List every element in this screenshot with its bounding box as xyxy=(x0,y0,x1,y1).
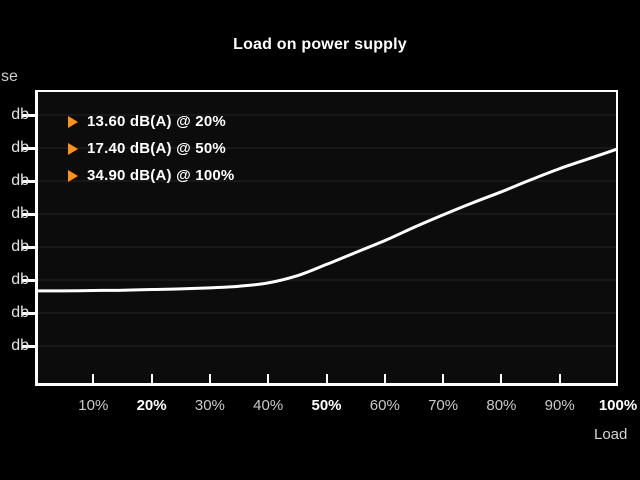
noise-curve-path xyxy=(35,147,618,293)
x-tick-label: 20% xyxy=(136,397,167,414)
x-tick-label: 60% xyxy=(369,397,400,414)
gridline xyxy=(35,246,618,249)
y-axis-title: se xyxy=(1,68,18,85)
plot-border-top xyxy=(35,90,618,92)
y-tick-label: db xyxy=(11,238,29,256)
x-tick-label: 100% xyxy=(598,397,638,414)
legend-item: 34.90 dB(A) @ 100% xyxy=(68,162,234,189)
y-tick-mark xyxy=(22,311,35,315)
chart-title: Load on power supply xyxy=(233,36,407,53)
noise-curve xyxy=(35,147,618,293)
y-tick-mark xyxy=(22,179,35,183)
x-tick-label: 90% xyxy=(544,397,575,414)
gridline xyxy=(35,345,618,348)
legend-item: 17.40 dB(A) @ 50% xyxy=(68,135,234,162)
y-tick-label: db xyxy=(11,139,29,157)
y-tick-mark xyxy=(22,344,35,348)
gridline xyxy=(35,279,618,282)
x-tick-mark xyxy=(442,374,445,386)
x-tick-mark xyxy=(325,374,328,386)
x-tick-mark xyxy=(558,374,561,386)
y-tick-mark xyxy=(22,113,35,117)
right-triangle-icon xyxy=(68,169,78,182)
y-tick-label: db xyxy=(11,337,29,355)
plot-area: 13.60 dB(A) @ 20% 17.40 dB(A) @ 50% 34.90 … xyxy=(35,90,618,386)
gridline xyxy=(35,213,618,216)
x-tick-label: 10% xyxy=(78,397,109,414)
legend: 13.60 dB(A) @ 20% 17.40 dB(A) @ 50% 34.90 … xyxy=(68,108,234,189)
plot-border-left xyxy=(35,90,38,386)
legend-label: 34.90 dB(A) @ 100% xyxy=(87,167,235,184)
x-tick-mark xyxy=(500,374,503,386)
y-tick-label: db xyxy=(11,106,29,124)
plot-border-bottom xyxy=(35,383,618,386)
right-triangle-icon xyxy=(68,115,78,128)
y-tick-mark xyxy=(22,278,35,282)
gridline xyxy=(35,114,618,117)
y-tick-label: db xyxy=(11,205,29,223)
x-axis-title: Load xyxy=(594,426,628,443)
legend-item: 13.60 dB(A) @ 20% xyxy=(68,108,234,135)
plot-border-right xyxy=(616,90,618,386)
x-tick-label: 30% xyxy=(194,397,225,414)
x-tick-mark xyxy=(92,374,95,386)
y-tick-mark xyxy=(22,146,35,150)
x-tick-label: 40% xyxy=(253,397,284,414)
y-tick-mark xyxy=(22,245,35,249)
x-tick-mark xyxy=(150,374,153,386)
x-tick-mark xyxy=(208,374,211,386)
legend-label: 17.40 dB(A) @ 50% xyxy=(87,140,226,157)
x-tick-label: 50% xyxy=(311,397,342,414)
y-tick-mark xyxy=(22,212,35,216)
y-tick-label: db xyxy=(11,172,29,190)
x-tick-mark xyxy=(267,374,270,386)
gridline xyxy=(35,312,618,315)
x-tick-label: 80% xyxy=(486,397,517,414)
x-tick-mark xyxy=(383,374,386,386)
gridline xyxy=(35,147,618,150)
right-triangle-icon xyxy=(68,142,78,155)
legend-label: 13.60 dB(A) @ 20% xyxy=(87,113,226,130)
y-tick-label: db xyxy=(11,271,29,289)
x-tick-label: 70% xyxy=(428,397,459,414)
y-tick-label: db xyxy=(11,304,29,322)
gridline xyxy=(35,180,618,183)
